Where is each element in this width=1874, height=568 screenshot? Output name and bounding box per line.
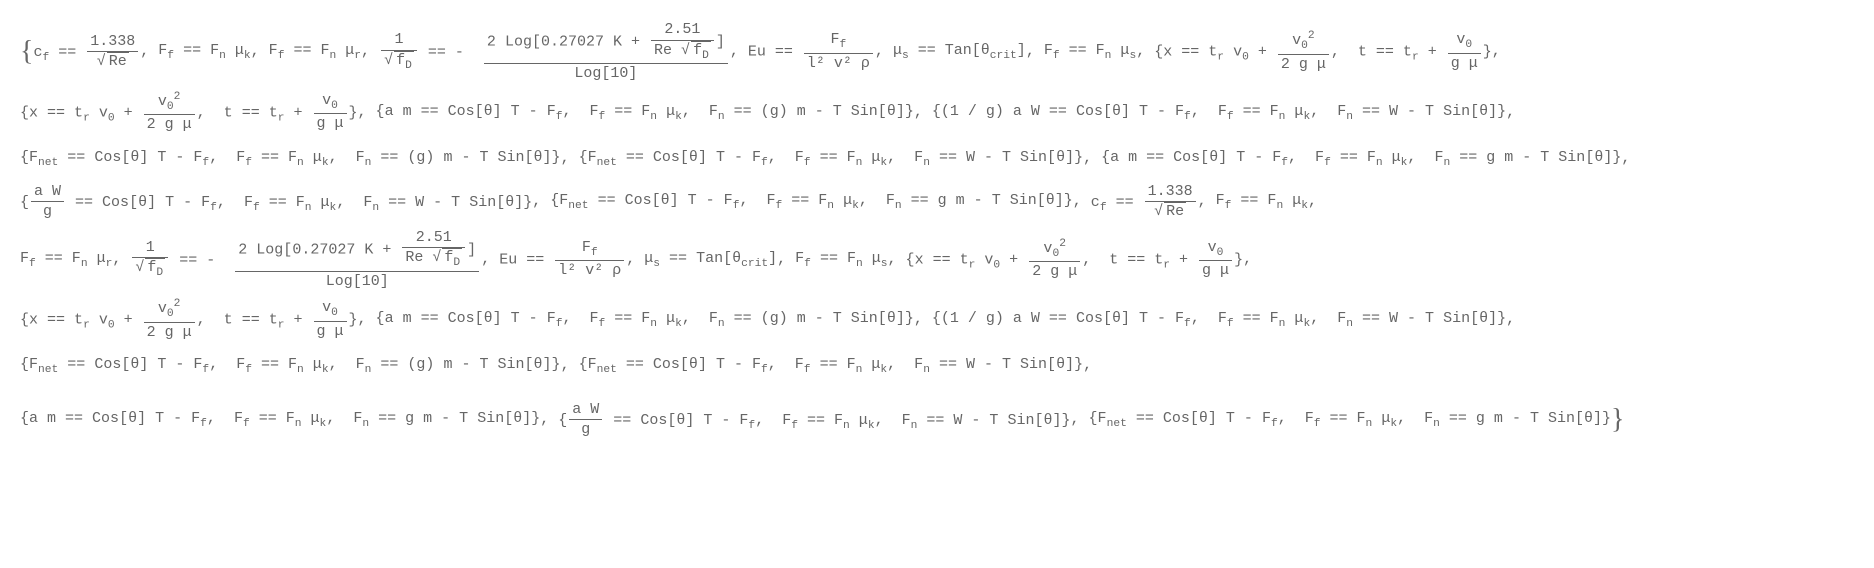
eq-kinematics-1: {x == tr v0 + v022 g μ, t == tr + v0g μ} <box>1154 29 1492 74</box>
eq-ff-fn-mus-2: Ff == Fn μs <box>795 242 887 277</box>
eq-newton-1g-aw: {(1 / g) a W == Cos[θ] T - Ff, Ff == Fn … <box>932 95 1506 130</box>
eq-colebrook-2: 1fD == - 2 Log[0.27027 K + 2.51Re fD] Lo… <box>130 228 481 292</box>
eq-euler: Eu == Ffl² v² ρ <box>748 30 875 73</box>
eq-mus-tan: μs == Tan[θcrit] <box>893 34 1026 69</box>
eq-aw-over-g-2: {a Wg == Cos[θ] T - Ff, Ff == Fn μk, Fn … <box>558 400 1070 440</box>
eq-ff-fn-muk-2: Ff == Fn μk <box>1216 184 1308 219</box>
row-8: {a m == Cos[θ] T - Ff, Ff == Fn μk, Fn =… <box>20 389 1854 451</box>
eq-newton-am-g-2: {a m == Cos[θ] T - Ff, Ff == Fn μk, Fn =… <box>376 302 914 337</box>
row-2: {x == tr v0 + v022 g μ, t == tr + v0g μ}… <box>20 90 1854 135</box>
eq-cf-re: cf == 1.338Re <box>33 32 140 72</box>
row-1: { cf == 1.338Re , Ff == Fn μk , Ff == Fn… <box>20 20 1854 84</box>
eq-fnet-w: {Fnet == Cos[θ] T - Ff, Ff == Fn μk, Fn … <box>579 141 1084 176</box>
eq-colebrook: 1fD == - 2 Log[0.27027 K + 2.51Re fD] Lo… <box>379 20 730 84</box>
eq-newton-am-g: {a m == Cos[θ] T - Ff, Ff == Fn μk, Fn =… <box>376 95 914 130</box>
eq-cf-re-2: cf == 1.338Re <box>1091 182 1198 222</box>
eq-fnet-g-m: {Fnet == Cos[θ] T - Ff, Ff == Fn μk, Fn … <box>20 141 561 176</box>
equation-output: { cf == 1.338Re , Ff == Fn μk , Ff == Fn… <box>20 20 1854 451</box>
eq-aw-over-g: {a Wg == Cos[θ] T - Ff, Ff == Fn μk, Fn … <box>20 182 532 222</box>
row-5: Ff == Fn μr , 1fD == - 2 Log[0.27027 K +… <box>20 228 1854 292</box>
row-3: {Fnet == Cos[θ] T - Ff, Ff == Fn μk, Fn … <box>20 141 1854 176</box>
eq-newton-1g-aw-2: {(1 / g) a W == Cos[θ] T - Ff, Ff == Fn … <box>932 302 1506 337</box>
eq-kinematics-3: {x == tr v0 + v022 g μ, t == tr + v0g μ} <box>906 237 1244 282</box>
row-6: {x == tr v0 + v022 g μ, t == tr + v0g μ}… <box>20 297 1854 342</box>
row-7: {Fnet == Cos[θ] T - Ff, Ff == Fn μk, Fn … <box>20 348 1854 383</box>
eq-euler-2: Eu == Ffl² v² ρ <box>499 238 626 281</box>
eq-ff-fn-mur: Ff == Fn μr <box>269 34 361 69</box>
eq-fnet-gm-3: {Fnet == Cos[θ] T - Ff, Ff == Fn μk, Fn … <box>1089 402 1612 437</box>
eq-ff-fn-muk: Ff == Fn μk <box>158 34 250 69</box>
eq-fnet-g-m-2: {Fnet == Cos[θ] T - Ff, Ff == Fn μk, Fn … <box>20 348 561 383</box>
eq-fnet-gm-2: {Fnet == Cos[θ] T - Ff, Ff == Fn μk, Fn … <box>550 184 1073 219</box>
eq-mus-tan-2: μs == Tan[θcrit] <box>644 242 777 277</box>
eq-fnet-w-2: {Fnet == Cos[θ] T - Ff, Ff == Fn μk, Fn … <box>579 348 1084 383</box>
eq-am-gm-2: {a m == Cos[θ] T - Ff, Ff == Fn μk, Fn =… <box>20 402 540 437</box>
row-4: {a Wg == Cos[θ] T - Ff, Ff == Fn μk, Fn … <box>20 182 1854 222</box>
eq-ff-fn-mur-2: Ff == Fn μr <box>20 242 112 277</box>
eq-ff-fn-mus: Ff == Fn μs <box>1044 34 1136 69</box>
eq-am-gm: {a m == Cos[θ] T - Ff, Ff == Fn μk, Fn =… <box>1101 141 1621 176</box>
eq-kinematics-4: {x == tr v0 + v022 g μ, t == tr + v0g μ} <box>20 297 358 342</box>
eq-kinematics-2: {x == tr v0 + v022 g μ, t == tr + v0g μ} <box>20 90 358 135</box>
